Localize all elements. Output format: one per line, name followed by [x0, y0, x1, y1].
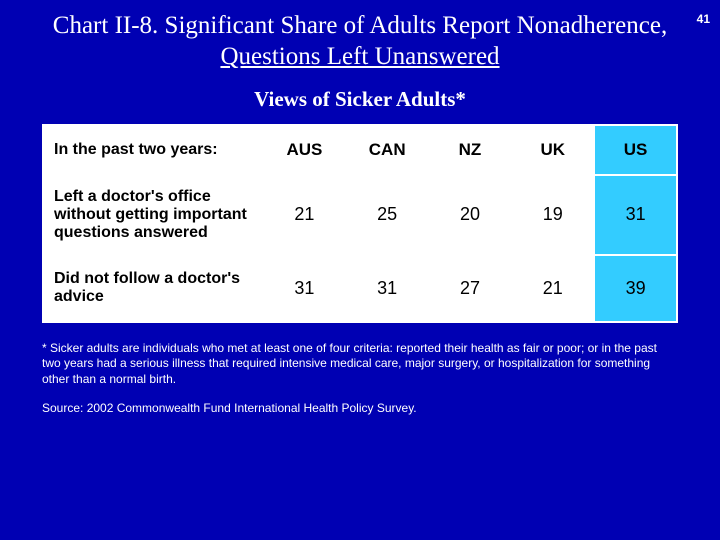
- cell-value: 25: [346, 175, 429, 255]
- col-header: UK: [511, 125, 594, 175]
- row-label: Did not follow a doctor's advice: [43, 255, 263, 322]
- footnote: * Sicker adults are individuals who met …: [42, 341, 678, 388]
- table-row: Did not follow a doctor's advice 31 31 2…: [43, 255, 677, 322]
- page-number: 41: [697, 12, 710, 26]
- title-line-2: Questions Left Unanswered: [220, 43, 499, 70]
- cell-value: 21: [263, 175, 346, 255]
- title-line-1: Chart II-8. Significant Share of Adults …: [53, 12, 667, 39]
- cell-value: 20: [429, 175, 512, 255]
- table-row: Left a doctor's office without getting i…: [43, 175, 677, 255]
- source-line: Source: 2002 Commonwealth Fund Internati…: [42, 401, 678, 415]
- col-header: NZ: [429, 125, 512, 175]
- cell-value: 19: [511, 175, 594, 255]
- row-label: Left a doctor's office without getting i…: [43, 175, 263, 255]
- table-header-row: In the past two years: AUS CAN NZ UK US: [43, 125, 677, 175]
- chart-title: Chart II-8. Significant Share of Adults …: [30, 10, 690, 73]
- col-header-highlight: US: [594, 125, 677, 175]
- chart-subtitle: Views of Sicker Adults*: [0, 87, 720, 112]
- data-table-wrap: In the past two years: AUS CAN NZ UK US …: [42, 124, 678, 323]
- cell-value-highlight: 31: [594, 175, 677, 255]
- cell-value: 27: [429, 255, 512, 322]
- data-table: In the past two years: AUS CAN NZ UK US …: [42, 124, 678, 323]
- col-header: AUS: [263, 125, 346, 175]
- col-header: CAN: [346, 125, 429, 175]
- cell-value: 31: [263, 255, 346, 322]
- cell-value: 21: [511, 255, 594, 322]
- header-label: In the past two years:: [43, 125, 263, 175]
- cell-value-highlight: 39: [594, 255, 677, 322]
- cell-value: 31: [346, 255, 429, 322]
